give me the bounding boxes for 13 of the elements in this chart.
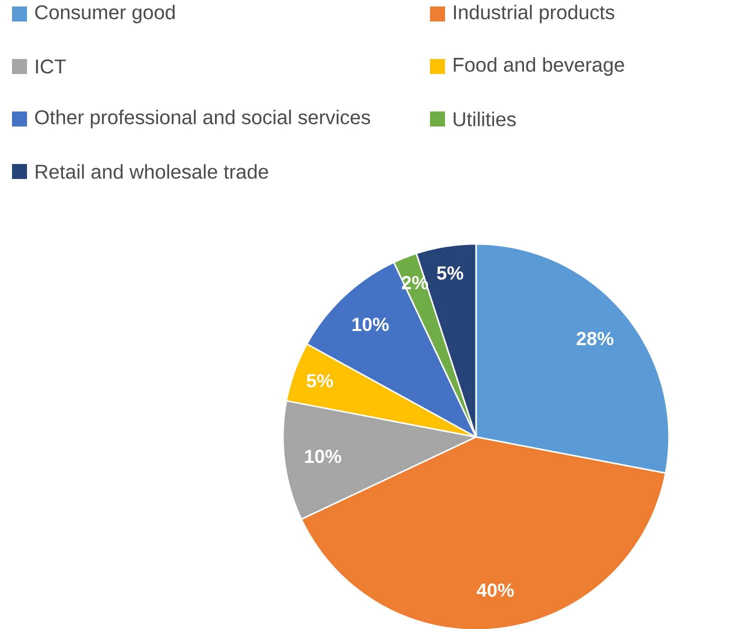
- data-label: 5%: [306, 374, 334, 388]
- data-label: 10%: [305, 450, 342, 464]
- legend-label: Industrial products: [454, 4, 614, 24]
- data-label: 28%: [576, 332, 614, 346]
- data-label: 40%: [476, 583, 514, 597]
- data-label: 5%: [436, 266, 464, 280]
- data-label: 10%: [352, 318, 389, 332]
- legend-label: Retail and wholesale trade: [36, 164, 268, 179]
- legend-label: Food and beverage: [454, 57, 624, 76]
- legend-label: Consumer good: [35, 4, 175, 24]
- legend-label: Other professional and social services: [35, 110, 370, 128]
- legend-label: Utilities: [454, 112, 516, 126]
- legend-label: ICT: [36, 59, 66, 74]
